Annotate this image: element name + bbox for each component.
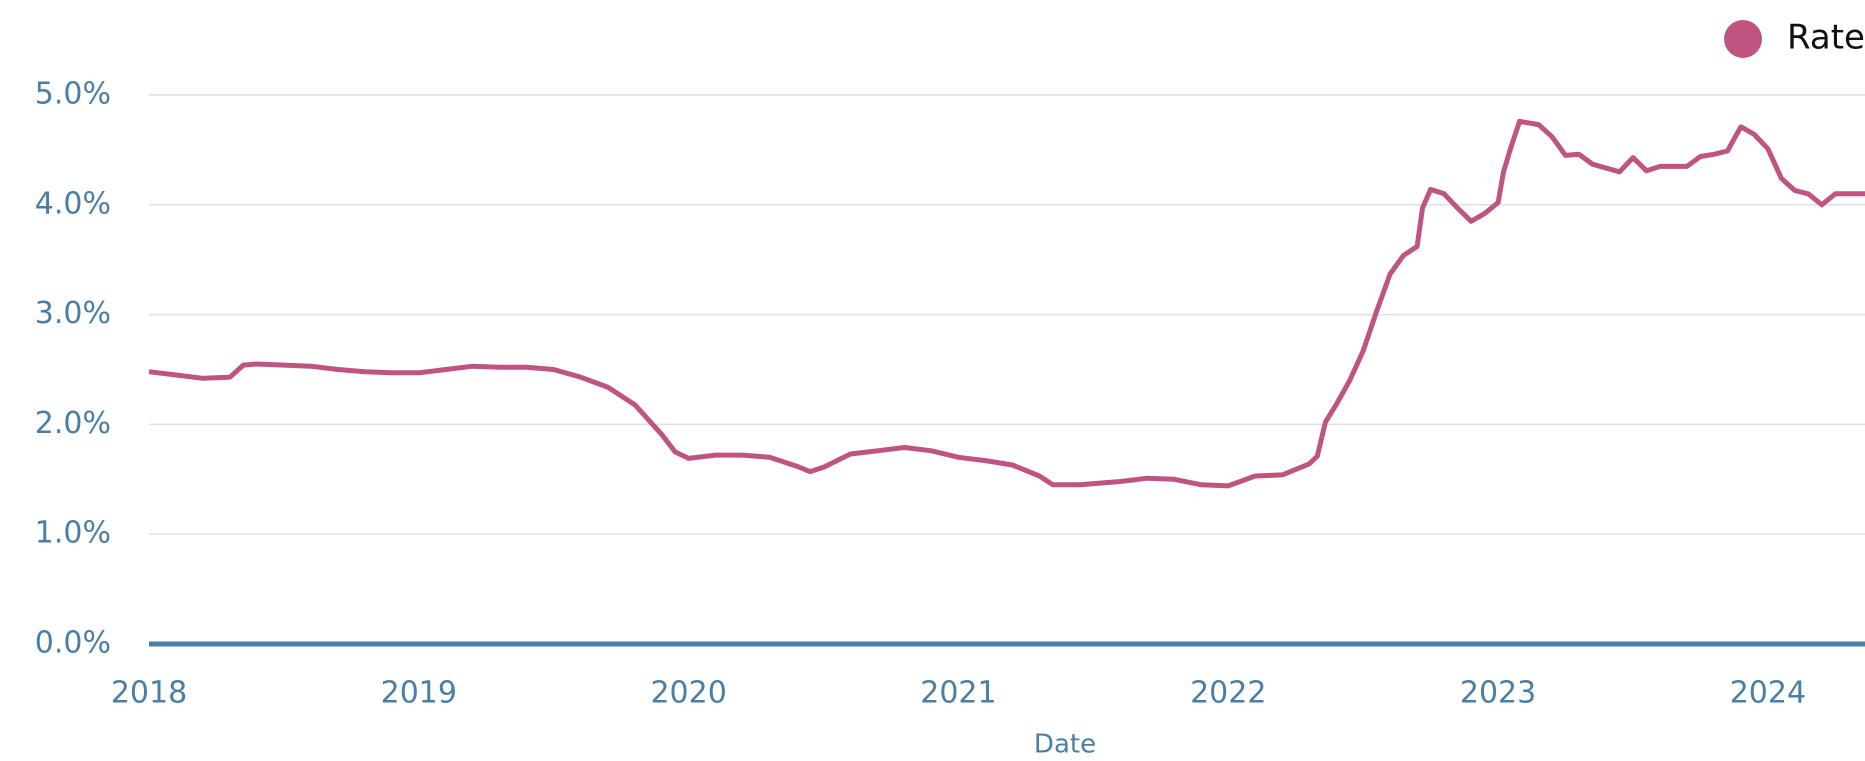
x-axis-label: Date bbox=[1034, 730, 1096, 760]
x-tick-label: 2019 bbox=[381, 676, 457, 711]
x-tick-label: 2020 bbox=[650, 676, 726, 711]
y-tick-label: 1.0% bbox=[35, 516, 111, 551]
line-series bbox=[148, 118, 1865, 489]
y-tick-label: 0.0% bbox=[35, 626, 111, 661]
x-tick-label: 2024 bbox=[1730, 676, 1806, 711]
legend-marker bbox=[1724, 20, 1762, 58]
x-tick-label: 2018 bbox=[111, 676, 187, 711]
y-tick-label: 3.0% bbox=[35, 296, 111, 331]
x-tick-label: 2022 bbox=[1190, 676, 1266, 711]
y-tick-label: 4.0% bbox=[35, 186, 111, 221]
y-tick-label: 2.0% bbox=[35, 406, 111, 441]
legend-label: Rate bbox=[1787, 18, 1865, 58]
x-tick-label: 2023 bbox=[1460, 676, 1536, 711]
x-tick-label: 2021 bbox=[920, 676, 996, 711]
y-tick-label: 5.0% bbox=[35, 77, 111, 112]
